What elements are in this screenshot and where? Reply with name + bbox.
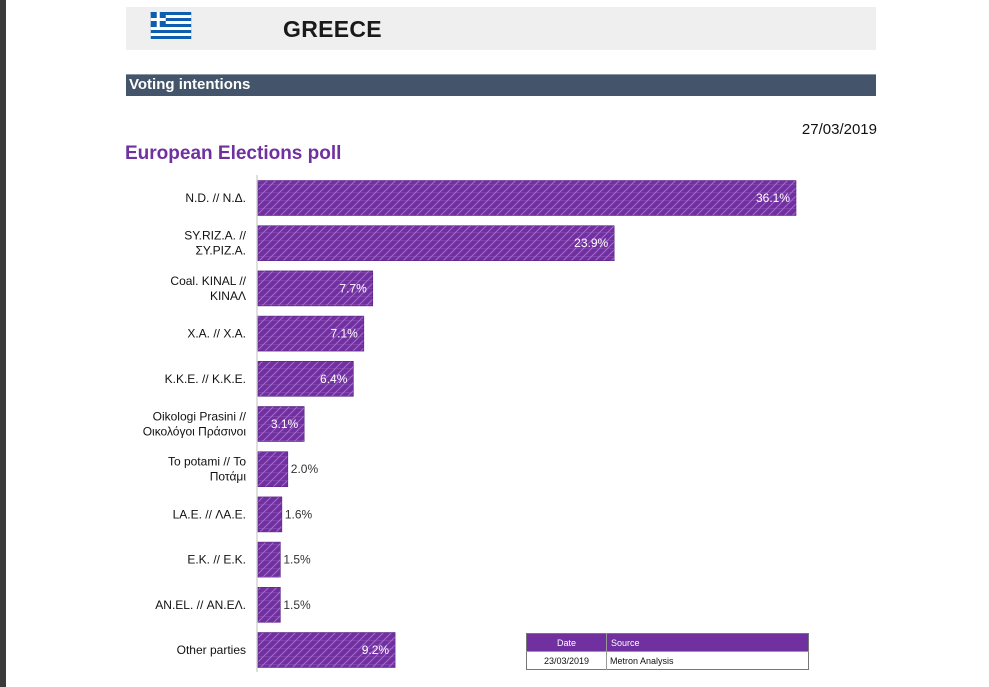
data-label: 23.9%	[574, 236, 608, 250]
bar	[257, 632, 396, 668]
country-name: GREECE	[283, 16, 382, 42]
table-row: 23/03/2019 Metron Analysis	[526, 651, 809, 670]
source-name: Metron Analysis	[606, 651, 809, 670]
category-label: K.K.E. // Κ.Κ.Ε.	[165, 372, 246, 386]
data-label: 7.1%	[330, 327, 358, 341]
data-label: 7.7%	[339, 281, 367, 295]
data-label: 1.5%	[283, 553, 311, 567]
poll-date: 27/03/2019	[801, 121, 877, 138]
bar	[257, 496, 283, 533]
category-label: To potami // Το Ποτάμι	[168, 455, 246, 484]
category-label: Oikologi Prasini //Οικολόγοι Πράσινοι	[143, 410, 247, 439]
bar	[257, 360, 354, 397]
data-label: 2.0%	[291, 462, 319, 476]
section-title: Voting intentions	[129, 76, 251, 93]
data-label: 3.1%	[271, 417, 299, 431]
section-bar: Voting intentions	[126, 74, 876, 96]
poll-title: European Elections poll	[125, 143, 342, 164]
category-label: N.D. // Ν.Δ.	[185, 191, 246, 205]
data-label: 1.5%	[283, 598, 311, 612]
bar	[257, 315, 365, 352]
bar	[257, 225, 615, 261]
category-label: LA.E. // ΛΑ.Ε.	[173, 507, 246, 521]
data-label: 6.4%	[320, 372, 348, 386]
bar	[257, 586, 281, 623]
bar	[257, 406, 305, 442]
data-label: 9.2%	[362, 643, 390, 657]
bar	[257, 451, 289, 488]
window-left-edge	[0, 0, 6, 687]
greece-flag-icon	[150, 12, 192, 39]
data-label: 36.1%	[756, 191, 790, 205]
source-date: 23/03/2019	[526, 651, 607, 670]
category-label: AN.EL. // ΑΝ.ΕΛ.	[155, 598, 246, 612]
category-label: E.K. // Ε.Κ.	[187, 553, 246, 567]
category-label: SY.RIZ.A. //ΣΥ.ΡΙΖ.Α.	[184, 229, 246, 258]
bar	[257, 270, 374, 307]
source-table: Date Source 23/03/2019 Metron Analysis	[526, 633, 809, 670]
data-label: 1.6%	[285, 507, 313, 521]
source-table-header-source: Source	[606, 633, 809, 652]
bar	[257, 180, 797, 216]
category-label: Coal. KINAL //ΚΙΝΑΛ	[170, 274, 246, 303]
country-header: GREECE	[126, 7, 876, 50]
source-table-header-date: Date	[526, 633, 607, 652]
category-label: Other parties	[177, 643, 246, 657]
category-label: X.A. // Χ.Α.	[187, 327, 246, 341]
bar	[257, 541, 281, 578]
